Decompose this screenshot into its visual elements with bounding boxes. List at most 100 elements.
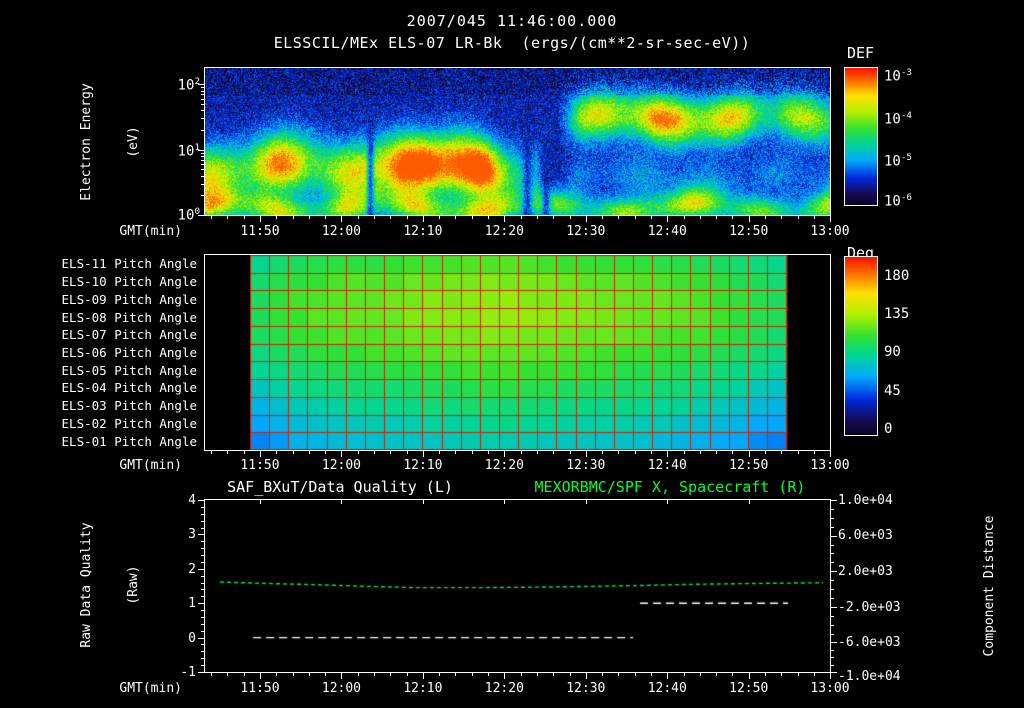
axis-tick [716,673,718,676]
axis-tick [650,216,652,219]
tick-base: 10 [884,111,901,128]
axis-tick [831,562,834,564]
bottom-right-tick-label: -2.0e+03 [838,600,901,615]
axis-tick [201,548,204,550]
axis-tick [831,508,834,510]
bottom-left-tick-label: 3 [188,527,196,542]
axis-tick [276,673,278,676]
axis-tick [406,451,408,454]
time-tick-label: 12:50 [729,224,769,239]
axis-tick [618,673,620,676]
axis-tick [520,451,522,454]
axis-tick [781,216,783,219]
tick-exponent: 2 [194,76,200,87]
axis-tick [325,216,327,219]
axis-tick [201,582,204,584]
bottom-right-tick-label: -1.0e+04 [838,669,901,684]
axis-tick [602,451,604,454]
axis-tick [471,673,473,676]
time-tick-label: 12:40 [647,458,687,473]
axis-tick [585,500,587,504]
axis-tick [455,451,457,454]
axis-tick [390,451,392,454]
axis-tick [201,610,204,612]
axis-tick [504,216,506,222]
time-tick-label: 12:20 [484,224,524,239]
axis-tick [569,673,571,676]
tick-base: 10 [884,68,901,85]
axis-tick [488,216,490,219]
time-tick-label: 12:50 [729,458,769,473]
axis-tick [211,451,213,454]
axis-tick [553,451,555,454]
axis-tick [198,215,204,216]
axis-tick [831,589,834,590]
time-tick-label: 12:30 [566,681,606,696]
axis-tick [520,673,522,676]
pitch-row-label: ELS-10 Pitch Angle [61,274,197,289]
axis-tick [439,216,441,219]
axis-tick [667,500,669,504]
axis-tick [536,216,538,219]
time-tick-label: 13:00 [810,681,850,696]
deg-colorbar [844,256,878,436]
axis-tick [781,451,783,454]
pitch-row-label: ELS-03 Pitch Angle [61,398,197,413]
axis-tick [831,657,834,659]
axis-tick [201,104,204,105]
axis-tick [198,500,204,501]
axis-tick [830,216,831,222]
axis-tick [406,216,408,219]
axis-tick [831,571,837,573]
axis-tick [276,216,278,219]
axis-tick [260,216,261,222]
axis-tick [357,216,359,219]
axis-tick [341,451,343,457]
axis-tick [243,673,245,676]
tick-exponent: 0 [194,206,200,217]
axis-tick [374,216,376,219]
spectrogram-y-tick-label: 102 [148,76,200,94]
quality-distance-canvas [204,499,831,673]
tick-base: 10 [177,207,195,224]
axis-tick [765,673,767,676]
axis-tick [618,216,620,219]
tick-exponent: 1 [194,142,200,153]
axis-tick [831,664,834,666]
axis-tick [201,616,204,618]
axis-tick [504,451,506,457]
def-colorbar-tick-label: 10-4 [884,110,912,128]
axis-tick [602,673,604,676]
axis-tick [699,451,701,454]
axis-tick [243,216,245,219]
axis-tick [198,84,204,86]
axis-tick [201,555,204,557]
tick-base: 10 [177,143,195,160]
axis-tick [765,451,767,454]
axis-tick [504,673,506,679]
axis-tick [504,500,506,504]
axis-tick [831,642,837,644]
axis-tick [716,451,718,454]
axis-tick [390,673,392,676]
axis-tick [830,673,831,679]
axis-tick [488,451,490,454]
axis-tick [831,649,834,651]
axis-tick [699,673,701,676]
time-tick-label: 11:50 [240,224,280,239]
axis-tick [374,451,376,454]
bottom-left-tick-label: -1 [180,665,196,680]
deg-colorbar-tick-label: 180 [884,268,910,284]
time-tick-label: 12:20 [484,458,524,473]
axis-tick [683,216,685,219]
axis-tick [569,451,571,454]
tick-base: 10 [884,153,901,170]
pitch-row-label: ELS-08 Pitch Angle [61,310,197,325]
axis-tick [201,630,204,632]
pitch-row-label: ELS-11 Pitch Angle [61,256,197,271]
axis-tick [211,673,213,676]
axis-tick [198,149,204,151]
axis-tick [227,451,229,454]
axis-tick [797,673,799,676]
